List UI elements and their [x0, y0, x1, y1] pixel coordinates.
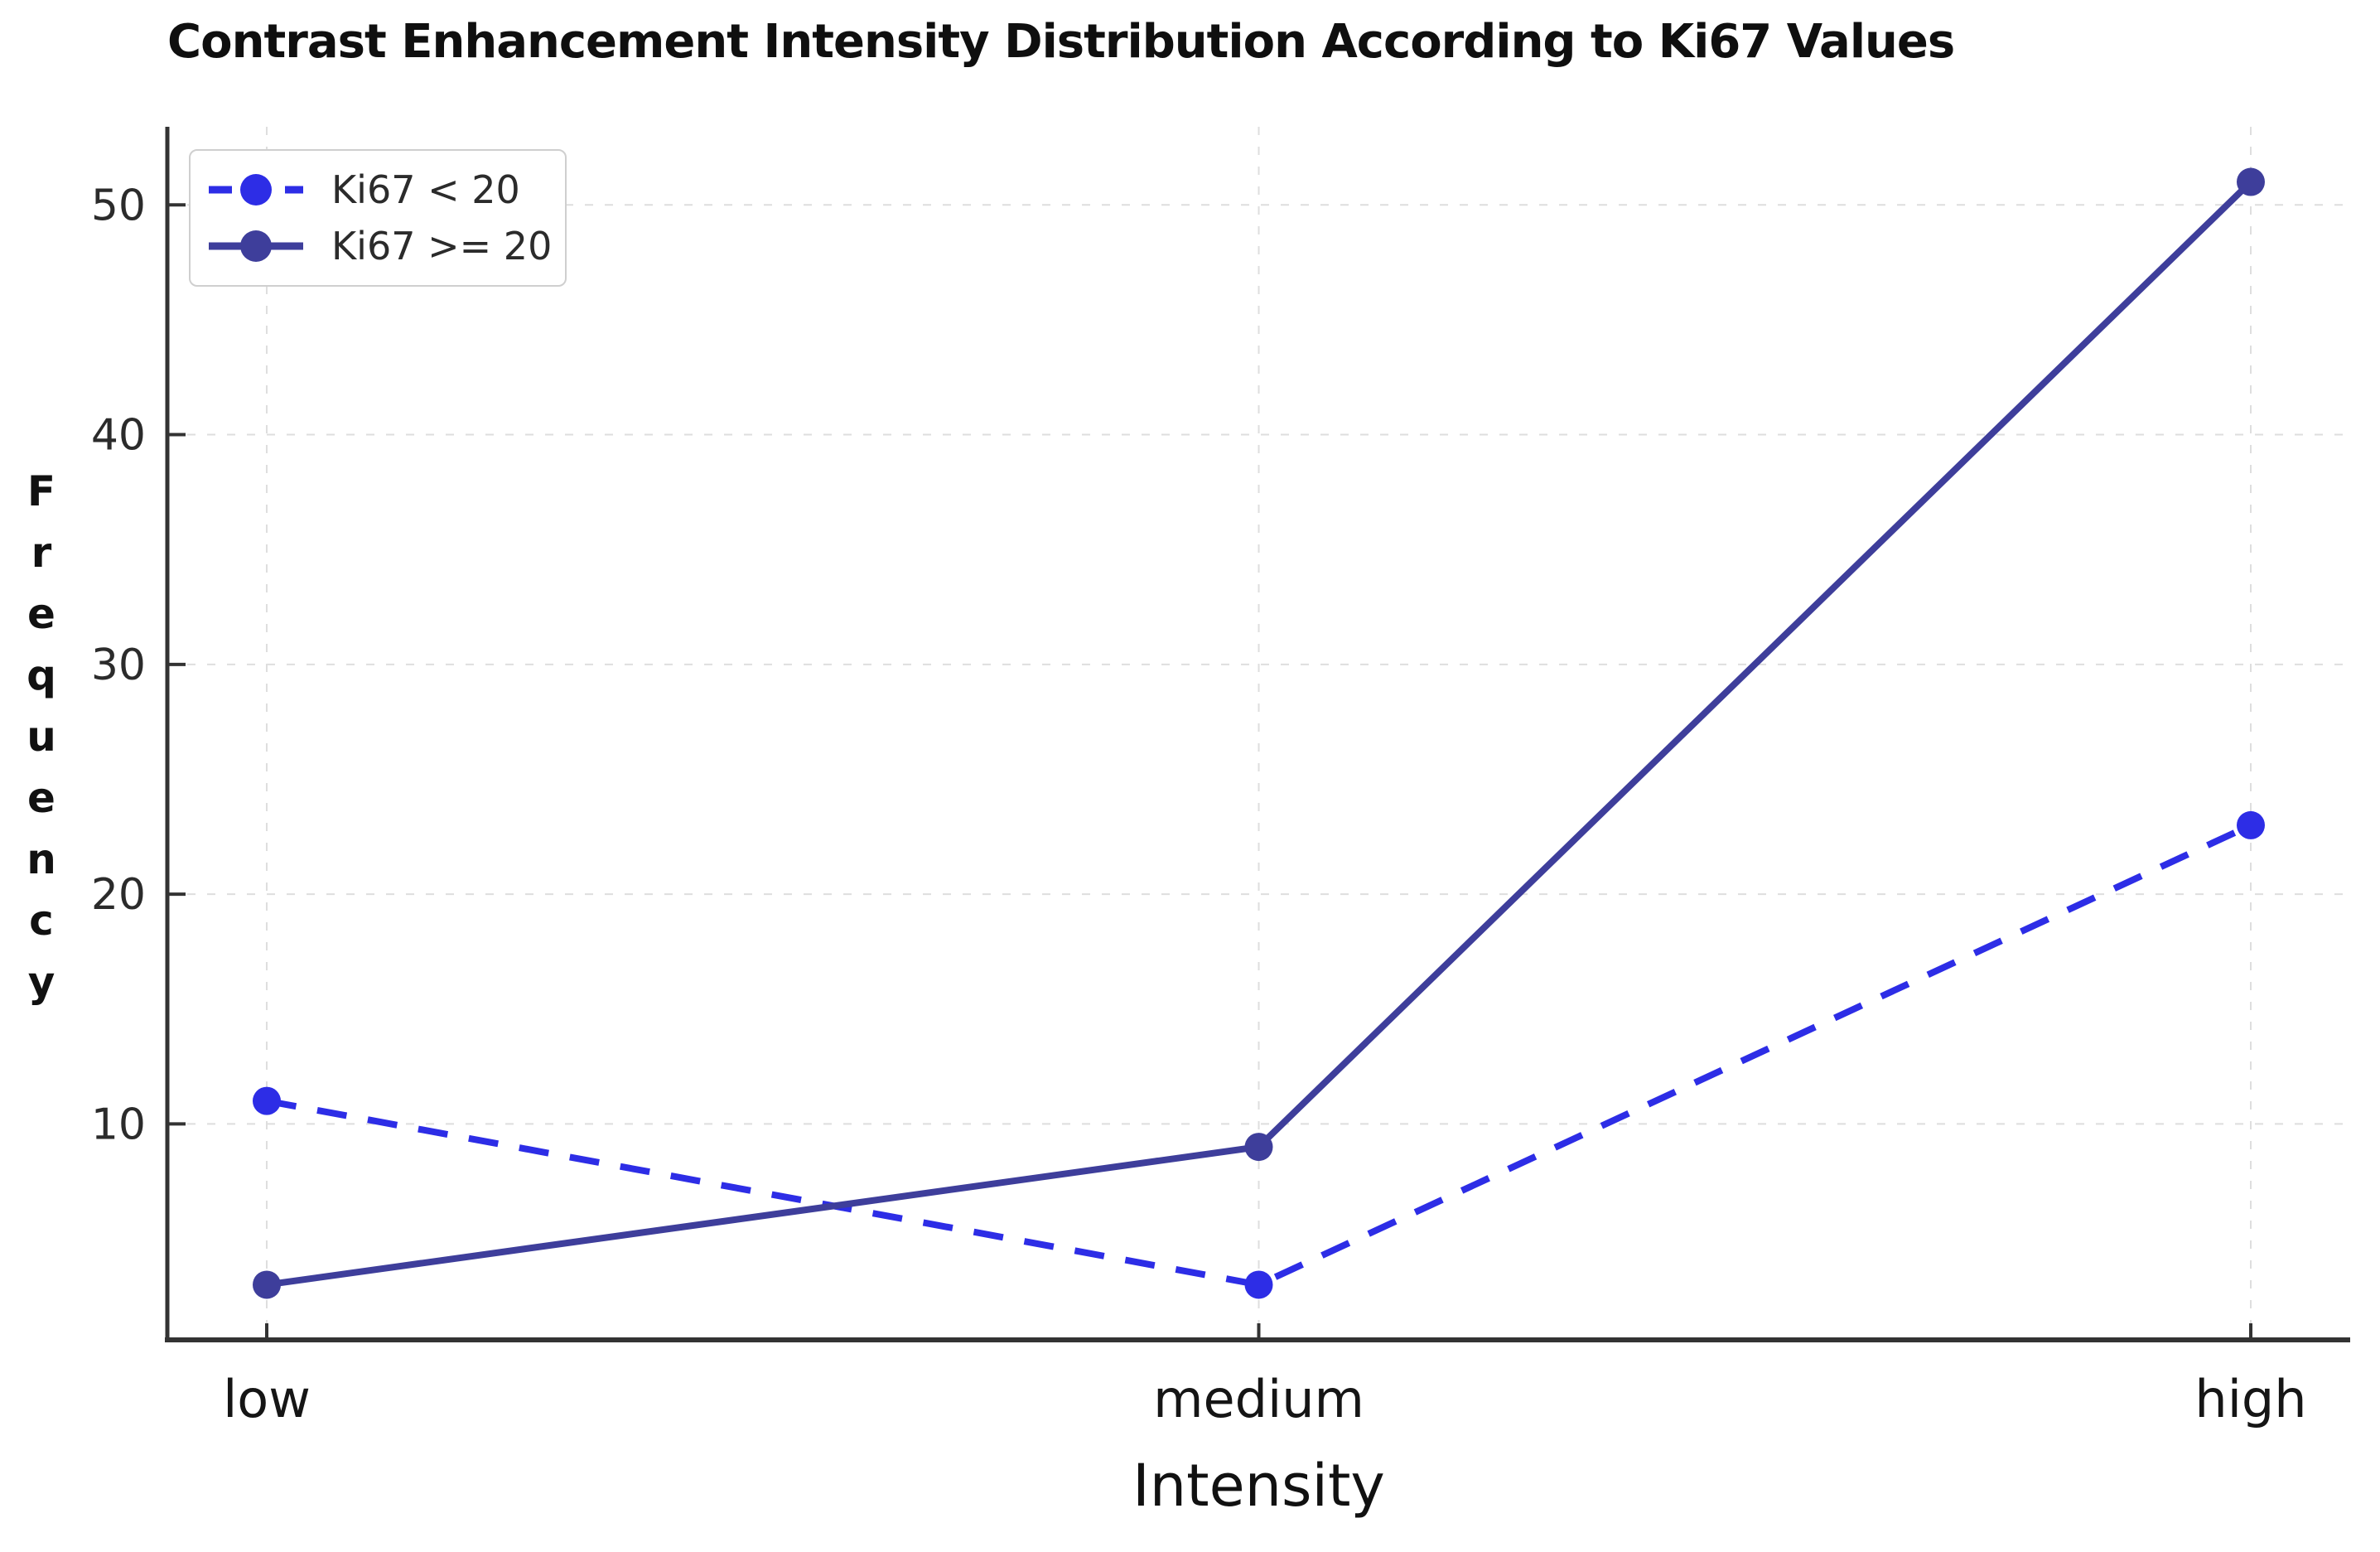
x-tick-label: high — [2194, 1369, 2306, 1429]
y-axis-label-letter: y — [27, 958, 56, 1006]
legend: Ki67 < 20 Ki67 >= 20 — [189, 149, 567, 287]
x-tick-label: medium — [1153, 1369, 1364, 1429]
solid-line-sample-icon — [209, 230, 303, 262]
data-point-marker — [2237, 810, 2265, 839]
legend-item: Ki67 >= 20 — [205, 224, 565, 268]
y-tick-label: 40 — [91, 411, 146, 461]
y-axis-label-letter: e — [27, 590, 56, 638]
series-line-0 — [266, 822, 2252, 1288]
y-tick-label: 10 — [91, 1100, 146, 1149]
data-point-marker — [1244, 1133, 1273, 1162]
data-point-marker — [1244, 1270, 1273, 1299]
y-tick-label: 20 — [91, 870, 146, 920]
y-axis-label-letter: r — [31, 529, 52, 577]
chart-title: Contrast Enhancement Intensity Distribut… — [167, 15, 1955, 69]
x-tick-label: low — [223, 1369, 311, 1429]
y-tick-label: 50 — [91, 181, 146, 230]
y-axis-label-letter: F — [27, 467, 56, 515]
y-axis-label-letter: q — [27, 651, 56, 699]
data-point-marker — [2237, 167, 2265, 196]
y-axis-label-letter: n — [27, 835, 56, 883]
legend-label: Ki67 < 20 — [331, 167, 520, 212]
y-axis-label-letter: u — [27, 713, 56, 761]
y-tick-label: 30 — [91, 641, 146, 690]
x-axis-label: Intensity — [1132, 1452, 1385, 1520]
y-axis-label-letter: c — [29, 897, 54, 945]
data-point-marker — [253, 1270, 281, 1299]
dashed-line-sample-icon — [209, 174, 303, 205]
data-point-marker — [253, 1086, 281, 1115]
y-axis-label-letter: e — [27, 774, 56, 822]
legend-item: Ki67 < 20 — [205, 167, 565, 212]
legend-label: Ki67 >= 20 — [331, 224, 553, 268]
